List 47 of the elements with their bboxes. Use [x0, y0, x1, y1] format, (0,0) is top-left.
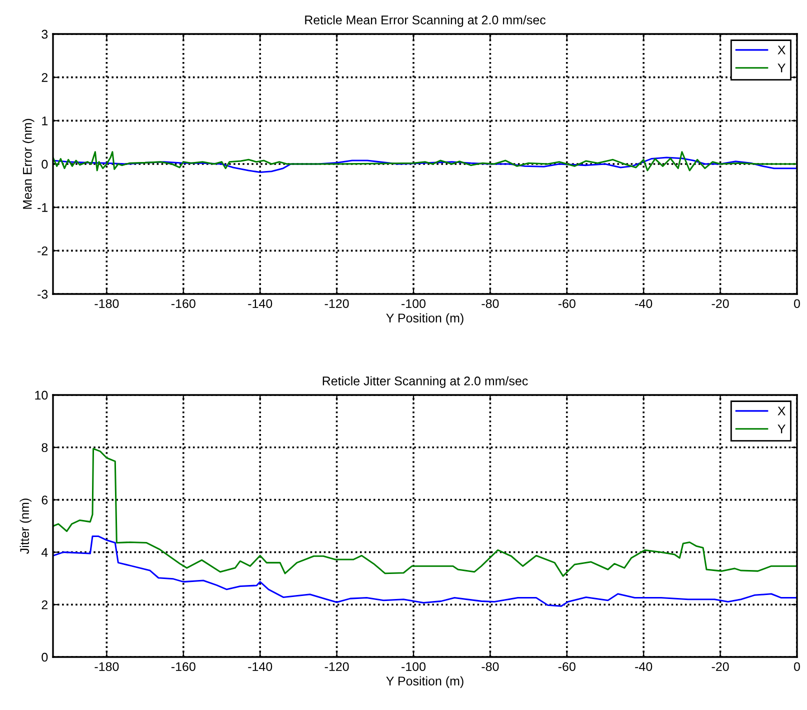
x-tick-label: -80 [482, 662, 499, 672]
x-tick-label: -20 [712, 299, 729, 308]
x-tick-label: -100 [402, 299, 426, 308]
legend-label: Y [778, 424, 786, 434]
x-tick-label: -140 [248, 299, 272, 308]
legend-label: Y [778, 64, 786, 72]
chart-title: Reticle Jitter Scanning at 2.0 mm/sec [322, 376, 528, 388]
y-tick-label: -2 [38, 246, 48, 256]
x-tick-label: -180 [94, 299, 119, 308]
x-tick-label: 0 [794, 662, 800, 672]
y-tick-label: 4 [41, 548, 48, 557]
x-axis-title: Y Position (m) [386, 676, 464, 688]
x-tick-label: -120 [324, 662, 349, 672]
x-tick-label: -160 [171, 662, 196, 672]
x-tick-label: -20 [712, 662, 729, 672]
x-tick-label: -100 [402, 662, 426, 672]
line-series [53, 156, 797, 173]
y-tick-label: 2 [42, 73, 48, 82]
y-tick-label: 8 [42, 443, 48, 452]
y-tick-label: 10 [35, 390, 48, 400]
y-axis-title: Jitter (nm) [20, 498, 32, 554]
y-tick-label: 0 [42, 652, 48, 662]
y-axis-title: Mean Error (nm) [22, 118, 34, 209]
y-tick-label: 6 [42, 496, 48, 504]
x-tick-label: -180 [94, 662, 119, 672]
x-tick-label: -140 [248, 662, 272, 672]
x-tick-label: -40 [635, 662, 652, 672]
line-series [53, 535, 797, 607]
y-tick-label: 2 [42, 600, 48, 610]
y-tick-label: -3 [38, 290, 48, 299]
x-tick-label: -40 [635, 299, 652, 308]
x-tick-label: -60 [558, 299, 576, 308]
x-tick-label: 0 [794, 299, 800, 308]
line-series [53, 448, 797, 577]
legend-label: X [778, 46, 786, 54]
y-tick-label: 1 [42, 116, 48, 126]
legend-label: X [778, 406, 786, 416]
y-tick-label: 0 [42, 160, 48, 169]
y-tick-label: 3 [42, 30, 48, 39]
x-tick-label: -120 [324, 299, 349, 308]
x-axis-title: Y Position (m) [386, 313, 464, 325]
chart-title: Reticle Mean Error Scanning at 2.0 mm/sec [305, 15, 546, 27]
y-tick-label: -1 [38, 203, 48, 212]
line-series [53, 151, 797, 172]
x-tick-label: -160 [171, 299, 196, 308]
x-tick-label: -60 [558, 662, 576, 672]
x-tick-label: -80 [482, 299, 499, 308]
